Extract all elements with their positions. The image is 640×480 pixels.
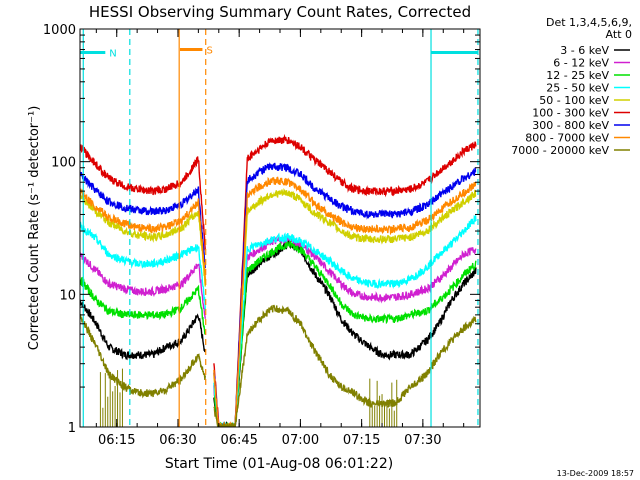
series-layer: [80, 133, 477, 427]
annotation-0: N: [80, 29, 131, 427]
series-2: [80, 239, 477, 427]
legend-entry-label: 100 - 300 keV: [532, 107, 609, 120]
legend-header: Det 1,3,4,5,6,9,: [546, 16, 632, 29]
legend-header: Att 0: [606, 28, 632, 41]
annotation-0-label: N: [109, 49, 116, 60]
y-tick-label: 100: [51, 156, 76, 171]
series-3-line: [80, 215, 477, 427]
legend-entry-label: 50 - 100 keV: [539, 94, 609, 107]
axis-layer: 06:15 06:30 06:45 07:00 07:15 07:30 1 10 100 1000: [43, 23, 480, 448]
chart-title: HESSI Observing Summary Count Rates, Cor…: [89, 3, 471, 21]
series-5-line: [80, 133, 477, 427]
y-axis-label: Corrected Count Rate (s⁻¹ detector⁻¹): [27, 106, 42, 351]
series-3: [80, 215, 477, 427]
x-tick-label: 06:15: [98, 433, 135, 448]
x-axis-label: Start Time (01-Aug-08 06:01:22): [165, 456, 393, 472]
timestamp: 13-Dec-2009 18:57: [557, 469, 634, 478]
legend-entry-label: 800 - 7000 keV: [525, 132, 609, 145]
annotation-1: S: [178, 29, 213, 427]
x-tick-label: 07:00: [282, 433, 319, 448]
series-4-line: [80, 187, 477, 427]
legend-entry-label: 300 - 800 keV: [532, 119, 609, 132]
series-7: [80, 176, 477, 427]
y-tick-label: 1000: [43, 23, 76, 38]
legend-entry-label: 25 - 50 keV: [546, 82, 609, 95]
x-tick-label: 06:45: [220, 433, 257, 448]
series-8: [80, 304, 477, 427]
series-6: [80, 162, 477, 427]
annotation-2: [430, 29, 479, 427]
series-1: [80, 235, 477, 427]
y-tick-label: 10: [59, 288, 76, 303]
annotation-1-label: S: [206, 46, 212, 57]
series-7-line: [80, 176, 477, 427]
legend-entry-label: 3 - 6 keV: [560, 44, 609, 57]
series-6-line: [80, 162, 477, 427]
series-1-line: [80, 235, 477, 427]
legend-entry-label: 12 - 25 keV: [546, 69, 609, 82]
series-8-line: [80, 304, 477, 427]
y-tick-label: 1: [68, 421, 76, 436]
x-tick-label: 06:30: [159, 433, 196, 448]
legend-entry-label: 7000 - 20000 keV: [511, 144, 609, 157]
x-tick-label: 07:15: [343, 433, 380, 448]
series-5: [80, 133, 477, 427]
series-2-line: [80, 239, 477, 427]
legend-entry-label: 6 - 12 keV: [553, 57, 609, 70]
x-tick-label: 07:30: [404, 433, 441, 448]
series-4: [80, 187, 477, 427]
